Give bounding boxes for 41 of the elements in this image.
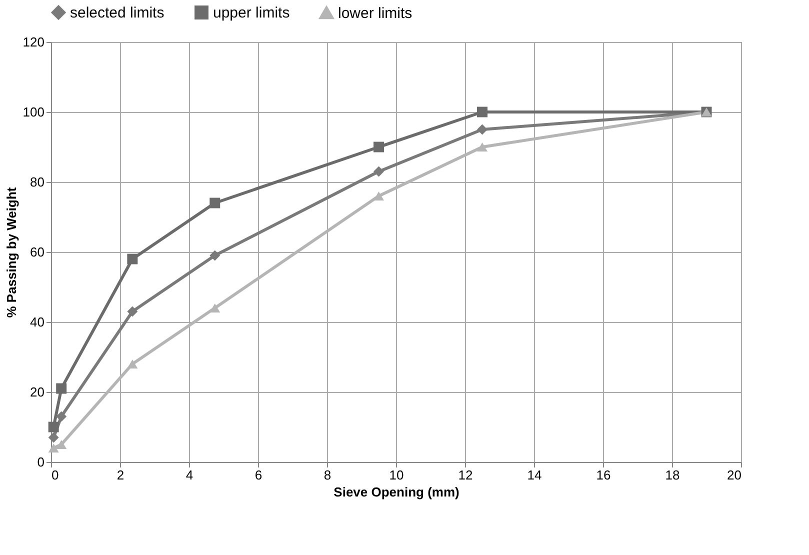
point	[374, 191, 384, 201]
point	[56, 440, 67, 450]
y-tick-label: 120	[22, 34, 44, 50]
x-tick-label: 16	[596, 468, 611, 482]
point	[210, 250, 220, 261]
x-tick-label: 0	[52, 468, 59, 482]
legend-label: lower limits	[338, 4, 412, 22]
x-tick-label: 8	[324, 468, 332, 482]
x-tick-label: 4	[186, 468, 194, 482]
y-tick-label: 20	[30, 384, 44, 400]
y-tick-label: 80	[30, 174, 44, 190]
x-tick-label: 10	[389, 468, 404, 482]
y-tick-label: 60	[30, 244, 44, 260]
point	[127, 306, 138, 317]
x-tick-label: 18	[665, 468, 680, 482]
x-tick-label: 6	[254, 468, 262, 482]
point	[127, 254, 138, 264]
legend-label: upper limits	[213, 4, 290, 22]
point	[48, 422, 59, 432]
legend-label: selected limits	[70, 4, 164, 22]
point	[210, 198, 220, 208]
point	[374, 166, 384, 177]
point	[477, 124, 488, 135]
y-tick-label: 40	[30, 314, 44, 330]
point	[127, 359, 138, 369]
point	[477, 106, 488, 118]
x-tick-label: 14	[527, 468, 542, 482]
x-tick-label: 20	[727, 468, 742, 482]
x-tick-label: 2	[116, 468, 124, 482]
x-axis-title: Sieve Opening (mm)	[334, 484, 460, 500]
point	[56, 383, 67, 394]
point	[210, 303, 220, 313]
x-tick-label: 12	[458, 468, 473, 482]
y-tick-label: 0	[37, 454, 44, 470]
point	[477, 142, 488, 152]
y-axis-title: % Passing by Weight	[4, 186, 19, 318]
point	[56, 411, 67, 422]
point	[374, 142, 384, 152]
point	[48, 432, 59, 443]
point	[48, 443, 59, 453]
y-tick-label: 100	[22, 104, 44, 120]
